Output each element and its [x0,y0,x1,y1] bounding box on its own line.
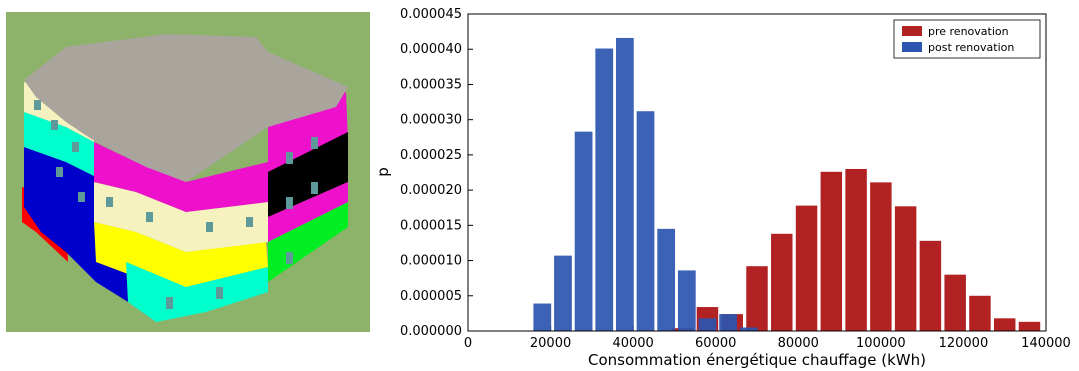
bar-post-renovation [739,327,758,331]
x-tick-label: 140000 [1021,336,1071,351]
bar-post-renovation [554,255,572,331]
building-roof [24,34,348,182]
building-cream-block-middle [94,182,268,252]
bar-pre-renovation [1018,321,1041,331]
bar-pre-renovation [870,182,892,331]
x-tick-label: 20000 [530,336,571,351]
building-magenta-block [94,142,268,212]
bar-pre-renovation [795,205,818,331]
x-tick-label: 100000 [856,336,906,351]
bar-pre-renovation [771,233,793,331]
bar-pre-renovation [969,295,991,331]
bar-pre-renovation [919,240,942,331]
x-tick-label: 40000 [612,336,653,351]
bar-pre-renovation [993,318,1016,331]
y-tick-label: 0.000045 [400,7,462,22]
building-cyan-block-left [24,112,96,177]
bar-pre-renovation [894,206,917,331]
plot-frame [467,13,1047,332]
bar-post-renovation [616,37,634,331]
x-axis-label: Consommation énergétique chauffage (kWh) [588,351,926,369]
bar-post-renovation [574,131,593,331]
y-tick-label: 0.000005 [400,289,462,304]
building-magenta-block-right-lower [268,182,348,242]
bar-pre-renovation [845,168,867,331]
legend-swatch-post-renovation [902,42,922,52]
histogram-chart: 0.000000 0.000005 0.000010 0.000015 0.000020… [376,7,1071,369]
bar-post-renovation [698,318,717,331]
bar-pre-renovation [820,171,843,331]
y-tick-label: 0.000020 [400,183,462,198]
legend-label-pre-renovation: pre renovation [928,25,1009,38]
x-tick-label: 60000 [695,336,736,351]
building-cyan-block-front [126,262,268,322]
y-tick-label: 0.000010 [400,254,462,269]
building-windows [34,100,318,309]
bar-pre-renovation [746,266,768,331]
y-tick-label: 0.000040 [400,42,462,57]
bar-post-renovation [719,314,737,331]
legend-swatch-pre-renovation [902,26,922,36]
legend-label-post-renovation: post renovation [928,41,1014,54]
x-tick-label: 0 [464,336,472,351]
y-tick-label: 0.000000 [400,324,462,339]
building-3d-model-icon [6,12,370,332]
x-tick-label: 120000 [939,336,989,351]
bar-post-renovation [657,228,676,331]
bar-pre-renovation [944,274,966,331]
bar-post-renovation [636,111,655,331]
bar-post-renovation [533,303,552,331]
y-tick-label: 0.000015 [400,218,462,233]
y-tick-label: 0.000030 [400,113,462,128]
bar-post-renovation [595,48,614,332]
legend: pre renovation post renovation [893,19,1041,59]
building-black-block [268,132,348,217]
bar-post-renovation [677,270,696,331]
y-axis-label: p [376,167,392,177]
x-tick-label: 80000 [778,336,819,351]
y-tick-label: 0.000035 [400,77,462,92]
y-tick-label: 0.000025 [400,148,462,163]
